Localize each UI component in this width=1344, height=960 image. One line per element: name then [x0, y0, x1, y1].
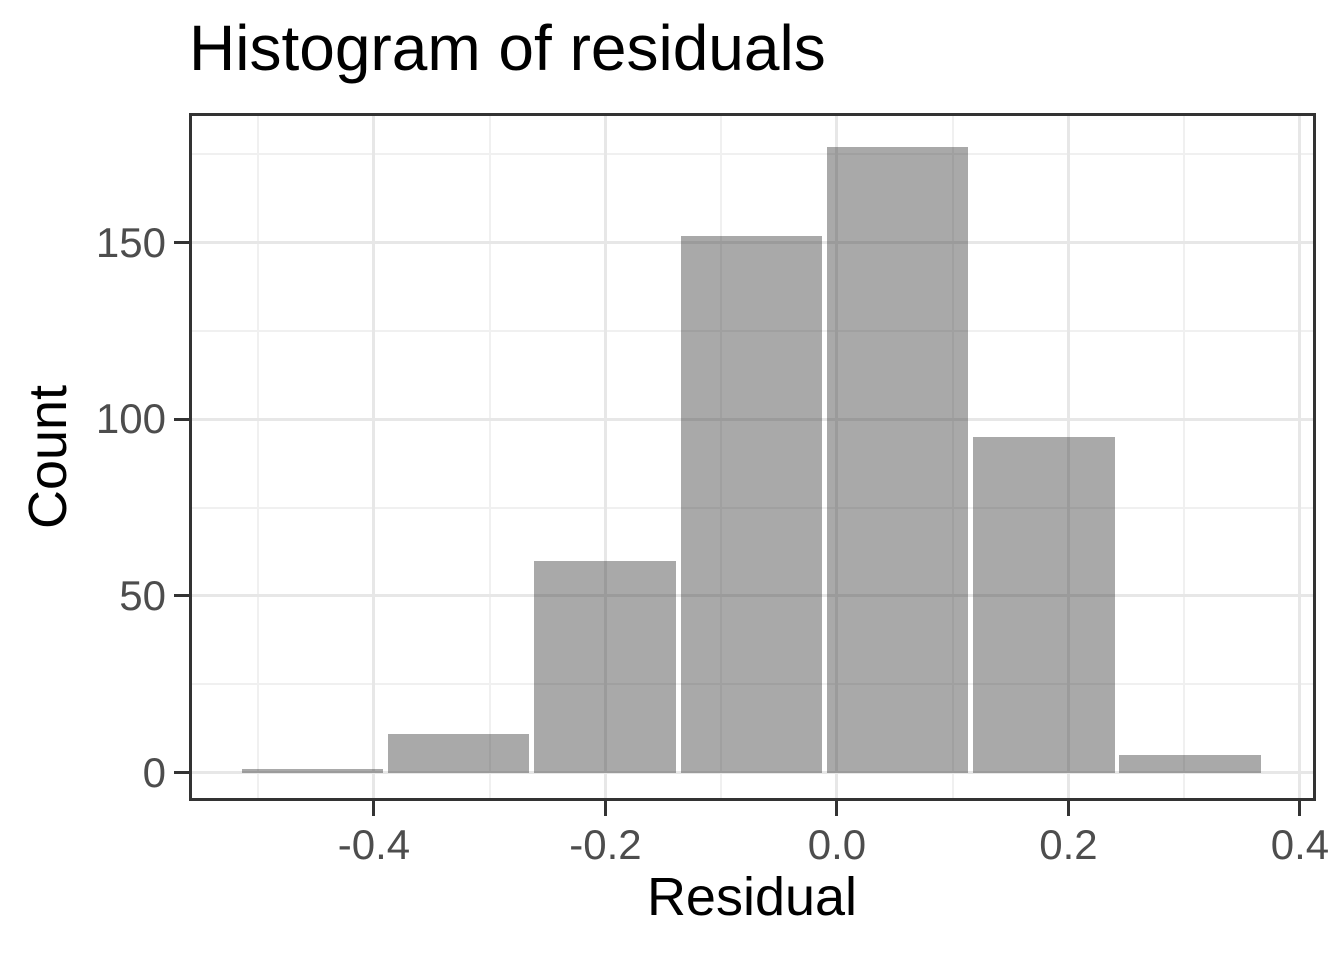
histogram-bar — [1119, 754, 1261, 773]
y-tick-label: 0 — [142, 748, 166, 796]
y-tick-mark — [174, 241, 189, 245]
y-tick-label: 50 — [119, 571, 166, 619]
x-tick-mark — [835, 801, 839, 816]
gridline-major-y — [192, 594, 1313, 598]
y-tick-mark — [174, 771, 189, 775]
x-axis-title: Residual — [646, 867, 858, 927]
gridline-minor-x — [257, 116, 260, 798]
x-tick-mark — [1066, 801, 1070, 816]
gridline-minor-y — [192, 330, 1313, 333]
gridline-major-x — [603, 116, 607, 798]
chart-title: Histogram of residuals — [189, 12, 826, 84]
gridline-major-x — [835, 116, 839, 798]
gridline-major-x — [372, 116, 376, 798]
gridline-minor-x — [720, 116, 723, 798]
histogram-bar — [973, 437, 1115, 773]
x-tick-mark — [1298, 801, 1302, 816]
gridline-major-y — [192, 417, 1313, 421]
gridline-minor-y — [192, 153, 1313, 156]
plot-panel — [189, 113, 1316, 801]
gridline-minor-x — [1183, 116, 1186, 798]
x-tick-label: -0.4 — [337, 821, 411, 868]
gridline-minor-x — [951, 116, 954, 798]
y-tick-label: 150 — [95, 218, 166, 266]
y-tick-label: 100 — [95, 395, 166, 443]
y-tick-mark — [174, 594, 189, 598]
gridline-major-x — [1066, 116, 1070, 798]
x-tick-mark — [603, 801, 607, 816]
gridline-major-y — [192, 241, 1313, 245]
gridline-major-x — [1298, 116, 1302, 798]
histogram-bar — [388, 733, 530, 773]
histogram-bar — [826, 147, 969, 773]
gridline-minor-x — [488, 116, 491, 798]
x-tick-label: 0.2 — [1039, 821, 1098, 868]
gridline-minor-y — [192, 683, 1313, 686]
gridline-major-y — [192, 771, 1313, 775]
x-tick-label: -0.2 — [569, 821, 642, 868]
histogram-bar — [680, 235, 822, 773]
x-tick-label: 0.0 — [807, 821, 867, 868]
x-tick-mark — [372, 801, 376, 816]
gridline-minor-y — [192, 506, 1313, 509]
histogram-bar — [241, 769, 384, 773]
histogram-bar — [534, 560, 676, 773]
x-tick-label: 0.4 — [1270, 821, 1330, 868]
y-tick-mark — [174, 417, 189, 421]
